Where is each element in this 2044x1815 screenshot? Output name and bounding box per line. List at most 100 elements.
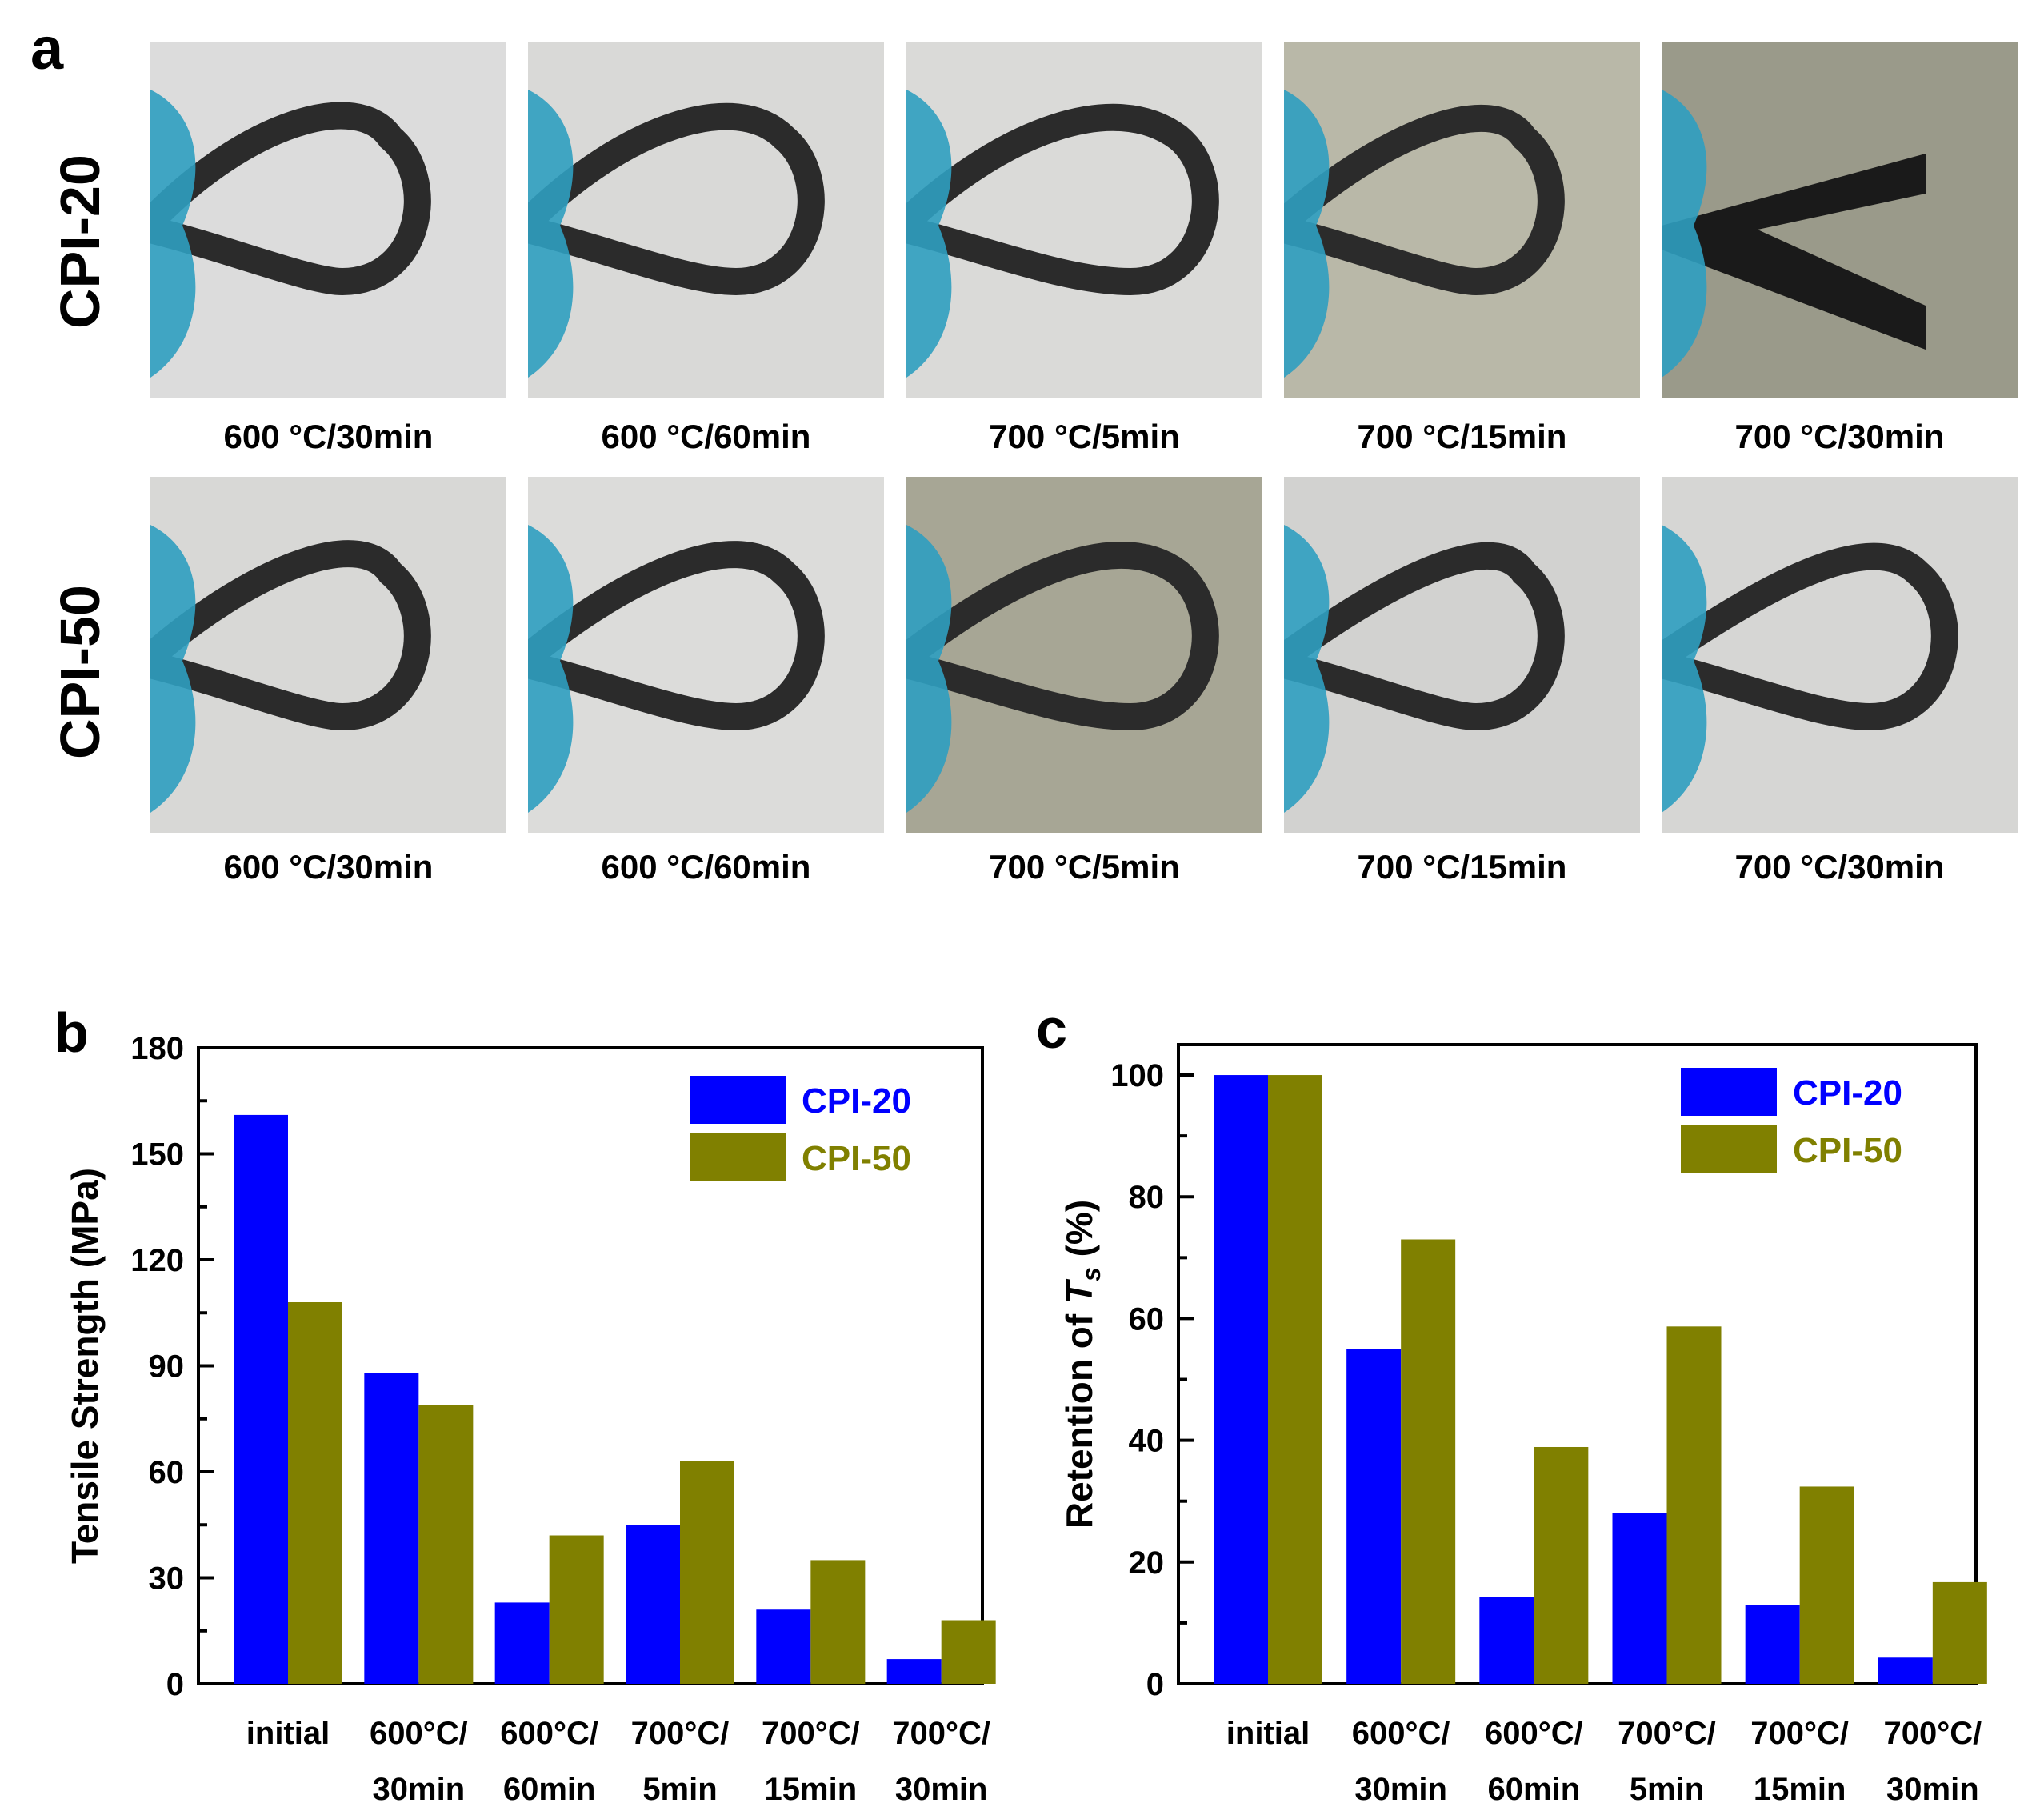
sample-photo [906,477,1262,833]
x-tick-label: 15min [1754,1772,1846,1807]
photo-caption: 700 °C/30min [1734,848,1945,886]
row-label-cpi-50: CPI-50 [49,585,111,759]
sample-photo [528,42,884,398]
x-tick-label: 60min [503,1772,596,1807]
legend-label-cpi-20: CPI-20 [1793,1073,1902,1113]
y-axis-label-part: s [1077,1267,1106,1281]
panel-letter: c [1036,997,1067,1060]
y-tick-label: 120 [130,1243,184,1278]
photo-caption: 700 °C/15min [1357,418,1567,455]
x-tick-label: 30min [373,1772,466,1807]
y-tick-label: 100 [1110,1058,1164,1093]
x-tick-label: 600°C/ [500,1716,598,1751]
bar-cpi-50-0 [288,1302,342,1684]
chart-c: c 0 20 40 60 80 100 Retention of Ts (%) initial 6… [1036,997,1987,1807]
sample-photo [150,42,506,398]
sample-photo [150,477,506,833]
bar-cpi-20-4 [1745,1605,1800,1684]
bar-cpi-50-4 [1799,1486,1854,1684]
legend-swatch-cpi-20 [690,1076,786,1124]
bar-cpi-50-5 [1932,1581,1987,1684]
y-tick-label: 0 [166,1667,184,1702]
y-tick-label: 90 [149,1349,185,1385]
panel-a-letter: a [30,15,64,82]
x-tick-label: 60min [1488,1772,1581,1807]
y-tick-label: 180 [130,1031,184,1066]
y-tick-label: 0 [1146,1667,1164,1702]
legend-label-cpi-50: CPI-50 [1793,1131,1902,1170]
bar-cpi-20-2 [494,1602,550,1684]
x-tick-label: 5min [1630,1772,1704,1807]
photo-caption: 600 °C/60min [601,848,811,886]
x-tick-label: 600°C/ [370,1716,468,1751]
bar-cpi-50-2 [549,1535,604,1684]
bar-cpi-20-2 [1479,1597,1534,1684]
bar-cpi-20-4 [756,1609,811,1684]
photo-caption: 700 °C/5min [989,418,1180,455]
x-tick-label: 30min [1886,1772,1979,1807]
x-tick-label: initial [246,1716,330,1751]
x-tick-label: 700°C/ [892,1716,990,1751]
y-axis-label: Retention of Ts (%) [1058,1200,1106,1529]
row-label-cpi-20: CPI-20 [49,154,111,329]
bar-cpi-20-3 [626,1525,680,1684]
bar-cpi-20-5 [886,1659,942,1684]
photo-caption: 700 °C/15min [1357,848,1567,886]
y-tick-label: 60 [149,1455,185,1490]
bar-cpi-50-4 [810,1560,866,1684]
bar-cpi-50-1 [418,1405,474,1684]
bar-cpi-20-1 [364,1373,419,1684]
legend-swatch-cpi-50 [690,1133,786,1181]
legend-swatch-cpi-20 [1681,1068,1777,1116]
legend-swatch-cpi-50 [1681,1125,1777,1173]
x-tick-label: 600°C/ [1485,1716,1583,1751]
photo-caption: 700 °C/5min [989,848,1180,886]
sample-photo [1284,42,1640,398]
sample-photo [1662,42,2018,398]
y-tick-label: 60 [1129,1301,1165,1337]
bar-cpi-50-1 [1401,1239,1456,1684]
x-tick-label: 30min [895,1772,988,1807]
x-tick-label: 5min [642,1772,717,1807]
x-tick-label: 30min [1354,1772,1447,1807]
photo-caption: 600 °C/60min [601,418,811,455]
bar-cpi-20-5 [1878,1657,1933,1684]
y-axis-label-part: Retention of [1058,1304,1100,1529]
chart-b: b 0 30 60 90 120 150 180 Tensile Strength (MPa) i… [54,1001,996,1807]
y-tick-label: 40 [1129,1424,1165,1459]
bar-cpi-20-1 [1346,1349,1402,1684]
bar-cpi-20-0 [234,1114,288,1684]
x-tick-label: 700°C/ [1883,1716,1982,1751]
y-axis-label-part: (%) [1058,1200,1100,1267]
panel-letter: b [54,1001,89,1064]
sample-photo [1284,477,1640,833]
sample-photo [906,42,1262,398]
y-axis-label: Tensile Strength (MPa) [64,1168,106,1564]
bar-cpi-20-3 [1612,1513,1667,1684]
photo-caption: 700 °C/30min [1734,418,1945,455]
y-tick-label: 20 [1129,1545,1165,1581]
bar-cpi-50-5 [941,1620,996,1684]
photo-caption: 600 °C/30min [223,418,434,455]
sample-photo [528,477,884,833]
x-tick-label: 700°C/ [1750,1716,1849,1751]
bar-cpi-50-2 [1534,1446,1589,1684]
legend-label-cpi-20: CPI-20 [802,1081,911,1121]
y-axis-label-part: T [1058,1278,1100,1304]
y-tick-label: 30 [149,1561,185,1597]
sample-photo [1662,477,2018,833]
x-tick-label: initial [1226,1716,1310,1751]
y-tick-label: 150 [130,1137,184,1173]
x-tick-label: 600°C/ [1352,1716,1450,1751]
x-tick-label: 700°C/ [631,1716,730,1751]
photo-caption: 600 °C/30min [223,848,434,886]
x-tick-label: 15min [765,1772,858,1807]
legend-label-cpi-50: CPI-50 [802,1139,911,1178]
bar-cpi-20-0 [1214,1075,1268,1684]
x-tick-label: 700°C/ [1618,1716,1716,1751]
x-tick-label: 700°C/ [762,1716,860,1751]
bar-cpi-50-3 [680,1461,734,1684]
bar-cpi-50-3 [1666,1326,1722,1684]
y-tick-label: 80 [1129,1180,1165,1215]
bar-cpi-50-0 [1268,1075,1322,1684]
